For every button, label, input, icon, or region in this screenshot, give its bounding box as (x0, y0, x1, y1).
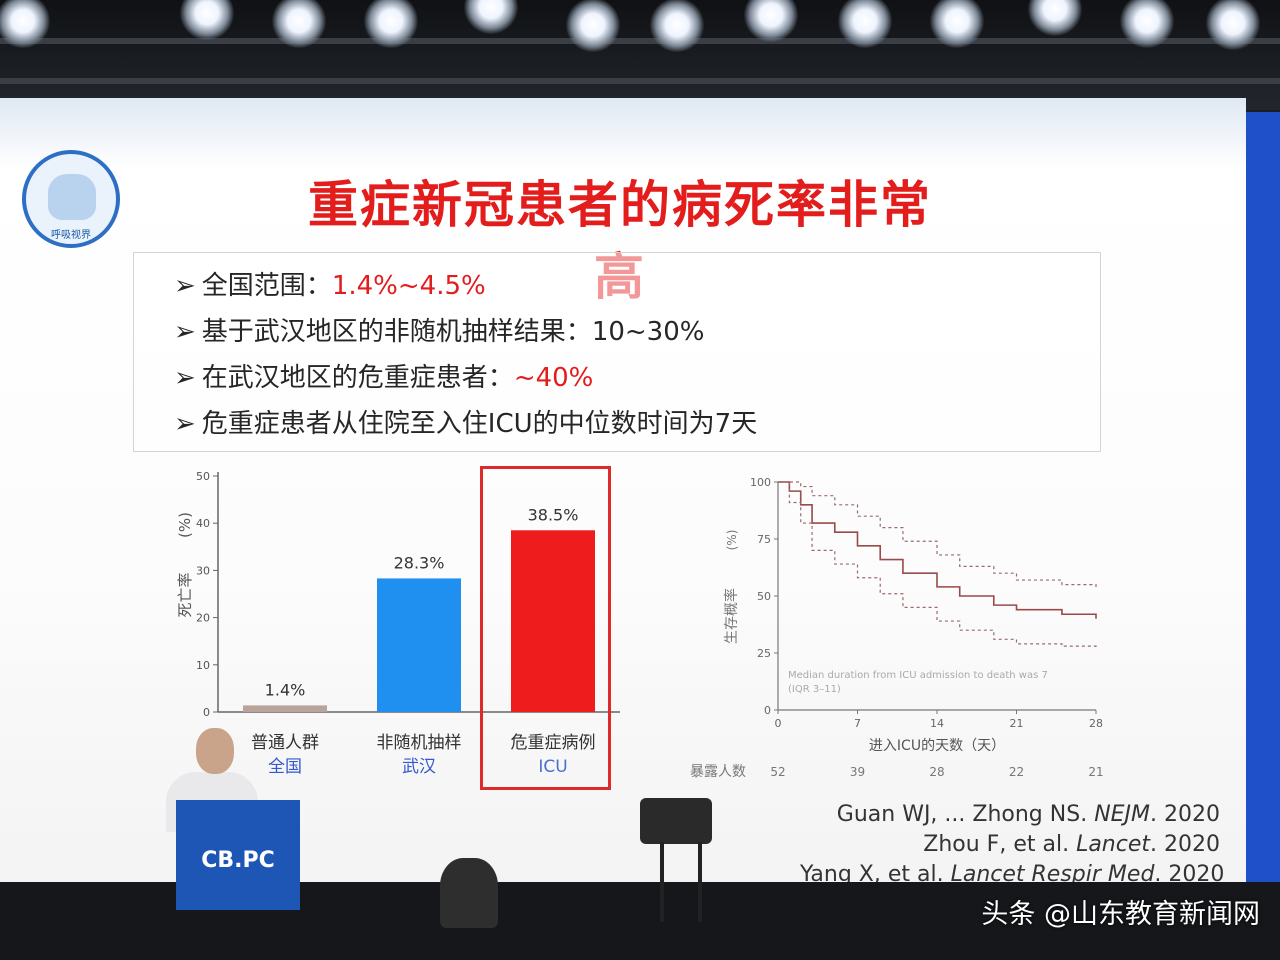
bullet-label: 在武汉地区的危重症患者： (201, 363, 514, 393)
km-risk-label: 暴露人数 (690, 764, 746, 780)
stage-light (1120, 0, 1174, 48)
km-y-tick-label: 50 (757, 590, 771, 603)
km-risk-count: 39 (850, 765, 865, 779)
km-risk-count: 22 (1009, 765, 1024, 779)
reference-year: . 2020 (1150, 832, 1220, 857)
arrow-bullet-icon: ➢ (174, 271, 196, 301)
stage-light (364, 0, 418, 48)
stage-light (838, 0, 892, 48)
stage-light (464, 0, 518, 34)
bullet-value: 10~30% (591, 317, 705, 347)
stage-light (272, 0, 326, 48)
bullet-label: 全国范围： (201, 271, 332, 301)
screen-side-panel (1240, 112, 1280, 892)
stage-light (1028, 0, 1082, 36)
society-logo: 呼吸视界 (22, 150, 120, 248)
bar-y-tick-label: 30 (196, 564, 210, 577)
watermark: 头条 @山东教育新闻网 (981, 899, 1260, 930)
bullet-label: 基于武汉地区的非随机抽样结果： (201, 317, 592, 347)
references: Guan WJ, ... Zhong NS. NEJM. 2020 Zhou F… (800, 800, 1224, 890)
icu-highlight-frame (480, 466, 611, 790)
km-x-tick-label: 7 (854, 717, 861, 730)
reference-journal: Lancet (1076, 832, 1151, 857)
stage-light (1206, 0, 1260, 50)
speaker-head (196, 728, 234, 774)
km-x-tick-label: 28 (1089, 717, 1103, 730)
reference-year: . 2020 (1150, 802, 1220, 827)
km-y-axis-unit: (%) (725, 530, 739, 551)
arrow-bullet-icon: ➢ (174, 409, 196, 439)
bar-category-label: 危重症病例 (511, 733, 596, 753)
km-series-0 (778, 481, 1097, 619)
bar-group-label: ICU (538, 757, 567, 777)
km-y-tick-label: 0 (764, 704, 771, 717)
bar-group-label: 武汉 (402, 757, 436, 777)
bar-value-label: 1.4% (265, 680, 306, 699)
km-annotation: (IQR 3–11) (788, 684, 841, 695)
bullet-item: ➢ 在武汉地区的危重症患者：~40% (174, 357, 593, 394)
reference-authors: Zhou F, et al. (923, 832, 1077, 857)
km-risk-count: 52 (770, 765, 785, 779)
bar-category-label: 非随机抽样 (377, 733, 462, 753)
km-x-axis-label: 进入ICU的天数（天） (869, 738, 1005, 754)
bullet-value: 1.4%~4.5% (331, 271, 486, 301)
km-risk-count: 21 (1088, 765, 1103, 779)
bar-y-tick-label: 40 (196, 517, 210, 530)
truss-beam-upper (0, 38, 1280, 44)
lung-icon (48, 174, 96, 220)
photographer (440, 858, 498, 928)
bar-y-axis-unit: (%) (176, 512, 194, 538)
bullet-value: ~40% (513, 363, 594, 393)
stage-truss (0, 0, 1280, 110)
bar-y-tick-label: 10 (196, 659, 210, 672)
reference-journal: NEJM (1094, 802, 1151, 827)
bar-y-axis-label: 死亡率 (176, 572, 194, 617)
stage-light (566, 0, 620, 52)
truss-beam-lower (0, 78, 1280, 84)
reference-authors: Guan WJ, ... Zhong NS. (836, 802, 1095, 827)
podium: CB.PC (176, 800, 300, 910)
km-risk-count: 28 (929, 765, 944, 779)
bar-y-tick-label: 20 (196, 612, 210, 625)
km-x-tick-label: 0 (775, 717, 782, 730)
km-x-tick-label: 21 (1010, 717, 1024, 730)
bar-y-tick-label: 0 (203, 706, 210, 719)
bullet-item: ➢ 危重症患者从住院至入住ICU的中位数时间为7天 (174, 403, 757, 440)
reference-item: Guan WJ, ... Zhong NS. NEJM. 2020 (800, 800, 1220, 830)
bar-group-label: 全国 (268, 757, 302, 777)
bullet-item: ➢ 基于武汉地区的非随机抽样结果：10~30% (174, 311, 704, 348)
logo-text: 呼吸视界 (51, 230, 91, 241)
arrow-bullet-icon: ➢ (174, 317, 196, 347)
bar-y-tick-label: 50 (196, 470, 210, 483)
km-y-tick-label: 25 (757, 647, 771, 660)
km-y-tick-label: 100 (750, 476, 771, 489)
bullet-item: ➢ 全国范围：1.4%~4.5% (174, 265, 486, 302)
reference-item: Zhou F, et al. Lancet. 2020 (800, 830, 1220, 860)
stage-light (650, 0, 704, 52)
bar-value-label: 38.5% (528, 505, 579, 524)
km-series-2 (778, 481, 1097, 649)
bar-0 (243, 705, 327, 712)
video-camera-icon (640, 798, 712, 844)
survival-curve-chart: 0 25 50 75 100 0 7 14 21 28 Median duration from … (690, 476, 1104, 780)
km-x-tick-label: 14 (930, 717, 944, 730)
stage-light (744, 0, 798, 42)
stage-light (180, 0, 234, 40)
arrow-bullet-icon: ➢ (174, 363, 196, 393)
bar-1 (377, 578, 461, 712)
stage-light (930, 0, 984, 48)
bullet-box: ➢ 全国范围：1.4%~4.5% ➢ 基于武汉地区的非随机抽样结果：10~30% ➢… (133, 252, 1101, 452)
bar-2 (511, 530, 595, 712)
bar-category-label: 普通人群 (251, 733, 319, 753)
camera-tripod (660, 842, 702, 922)
bar-value-label: 28.3% (394, 553, 445, 572)
km-y-axis-label: 生存概率 (723, 588, 740, 644)
km-y-tick-label: 75 (757, 533, 771, 546)
stage-light (0, 0, 50, 48)
bullet-label: 危重症患者从住院至入住ICU的中位数时间为7天 (201, 409, 758, 439)
podium-logo: CB.PC (201, 848, 275, 873)
km-annotation: Median duration from ICU admission to de… (788, 670, 1048, 681)
